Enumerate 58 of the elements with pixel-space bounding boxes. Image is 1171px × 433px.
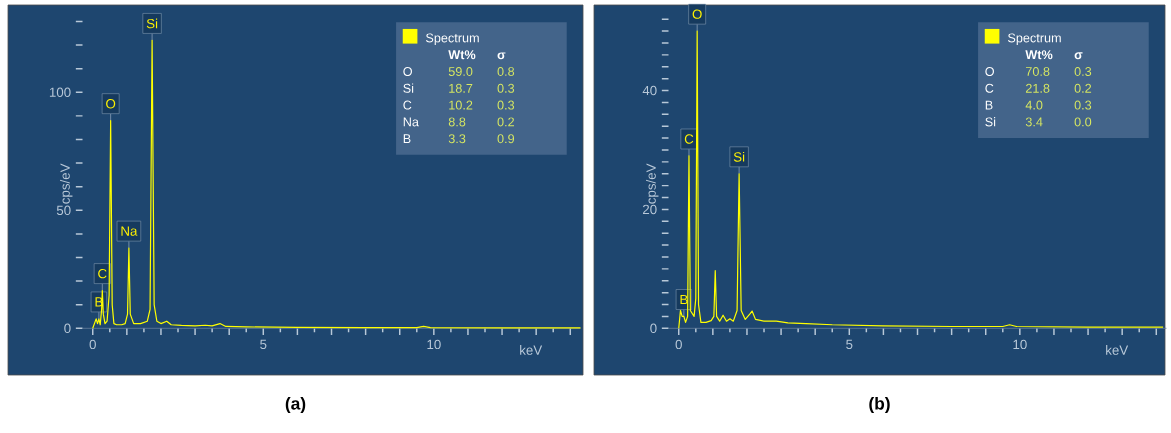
annotation: σ xyxy=(1074,52,1083,60)
annotation: 21.8 xyxy=(1025,83,1050,93)
annotation: 3.3 xyxy=(448,134,466,144)
text: (a) xyxy=(285,396,306,414)
annotation: Na xyxy=(403,117,419,127)
annotation: Wt% xyxy=(448,50,476,60)
annotation: 18.7 xyxy=(449,83,473,93)
annotation: O xyxy=(692,9,702,19)
annotation: Si xyxy=(985,117,996,127)
annotation: O xyxy=(985,67,994,76)
x-tick-label: 10 xyxy=(427,339,441,350)
x-axis-title: keV xyxy=(520,345,543,355)
annotation: B xyxy=(403,134,411,144)
annotation: C xyxy=(684,134,694,144)
annotation: 0.3 xyxy=(1074,67,1092,76)
annotation: Wt% xyxy=(1025,50,1053,60)
y-tick-label: 0 xyxy=(650,323,657,334)
annotation: 0.2 xyxy=(1074,83,1092,93)
annotation: B xyxy=(985,100,993,110)
annotation: C xyxy=(98,268,107,279)
annotation: 70.8 xyxy=(1025,67,1050,76)
annotation: 0.0 xyxy=(1074,117,1092,127)
y-axis-title: cps/eV xyxy=(646,163,659,204)
x-tick-label: 0 xyxy=(675,339,682,350)
x-tick-label: 5 xyxy=(846,339,853,349)
annotation: 0.3 xyxy=(497,83,515,93)
y-tick-label: 50 xyxy=(56,205,71,216)
annotation: C xyxy=(403,100,412,110)
annotation: 0.3 xyxy=(1074,100,1092,110)
y-axis-title: cps/eV xyxy=(60,163,73,204)
annotation: O xyxy=(403,67,412,76)
x-tick-label: 10 xyxy=(1013,339,1027,350)
annotation: 0.2 xyxy=(497,117,515,127)
text: (b) xyxy=(869,396,890,414)
annotation: Na xyxy=(121,226,138,236)
y-tick-label: 40 xyxy=(642,85,657,96)
annotation: σ xyxy=(497,52,506,60)
annotation: Si xyxy=(733,151,745,162)
y-tick-label: 0 xyxy=(64,323,71,334)
annotation: 59.0 xyxy=(448,67,473,76)
annotation: 8.8 xyxy=(448,117,466,127)
annotation: O xyxy=(106,98,116,109)
annotation: C xyxy=(985,83,994,93)
annotation: 0.9 xyxy=(497,134,515,144)
legend-label: Spectrum xyxy=(425,33,479,45)
x-axis-title: keV xyxy=(1106,345,1129,355)
annotation: Si xyxy=(403,83,414,93)
annotation: 3.4 xyxy=(1025,117,1043,127)
y-tick-label: 100 xyxy=(49,87,71,97)
y-tick-label: 20 xyxy=(642,204,657,215)
x-tick-label: 5 xyxy=(260,339,267,349)
x-tick-label: 0 xyxy=(89,339,96,350)
annotation: 0.8 xyxy=(497,67,515,76)
annotation: 0.3 xyxy=(497,100,515,110)
annotation: Si xyxy=(146,18,158,29)
legend-label: Spectrum xyxy=(1007,33,1061,45)
annotation: 10.2 xyxy=(449,100,473,110)
annotation: 4.0 xyxy=(1025,100,1043,110)
